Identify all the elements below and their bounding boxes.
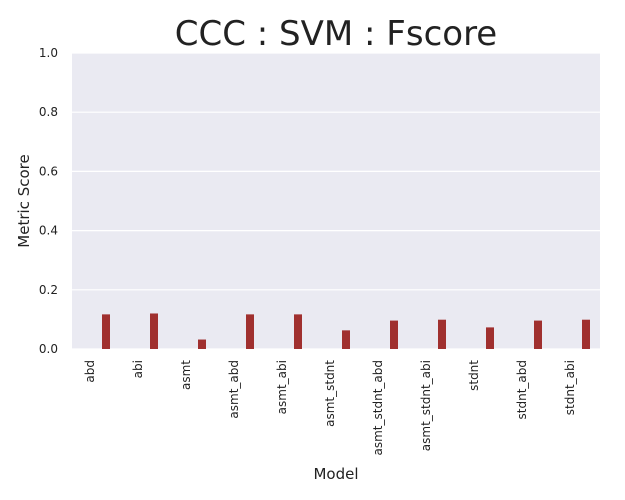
bar-asmt — [198, 339, 206, 349]
x-axis-label: Model — [313, 465, 358, 483]
y-tick-labels: 0.0 0.2 0.4 0.6 0.8 1.0 — [39, 46, 58, 356]
y-tick-label: 0.8 — [39, 105, 58, 119]
bar-abi — [150, 313, 158, 349]
bar-abd — [102, 314, 110, 349]
x-tick-labels: abd abi asmt asmt_abd asmt_abi asmt_stdnt asmt… — [83, 360, 577, 456]
bar-stdnt_abi — [582, 319, 590, 349]
chart-title: CCC : SVM : Fscore — [175, 14, 497, 54]
x-tick-label: asmt_abi — [275, 360, 289, 414]
x-tick-label: stdnt_abi — [563, 360, 577, 415]
x-tick-label: stdnt — [467, 360, 481, 391]
x-tick-label: asmt_stdnt — [323, 360, 337, 427]
x-tick-label: stdnt_abd — [515, 360, 529, 419]
y-tick-label: 0.4 — [39, 224, 58, 238]
x-tick-label: asmt — [179, 360, 193, 390]
bar-asmt_stdnt_abd — [390, 320, 398, 349]
x-tick-label: asmt_stdnt_abi — [419, 360, 433, 451]
y-tick-label: 1.0 — [39, 46, 58, 60]
x-tick-label: asmt_stdnt_abd — [371, 360, 385, 455]
x-tick-label: abi — [131, 360, 145, 378]
y-tick-label: 0.2 — [39, 283, 58, 297]
x-tick-label: asmt_abd — [227, 360, 241, 419]
bar-asmt_stdnt — [342, 330, 350, 349]
bar-asmt_abi — [294, 314, 302, 349]
x-tick-label: abd — [83, 360, 97, 383]
bar-stdnt — [486, 327, 494, 349]
bar-asmt_stdnt_abi — [438, 319, 446, 349]
bars — [102, 313, 590, 349]
y-tick-label: 0.0 — [39, 342, 58, 356]
bar-asmt_abd — [246, 314, 254, 349]
plot-area — [72, 53, 600, 349]
bar-stdnt_abd — [534, 320, 542, 349]
y-tick-label: 0.6 — [39, 164, 58, 178]
y-axis-label: Metric Score — [15, 154, 33, 247]
grid-lines — [72, 52, 600, 350]
